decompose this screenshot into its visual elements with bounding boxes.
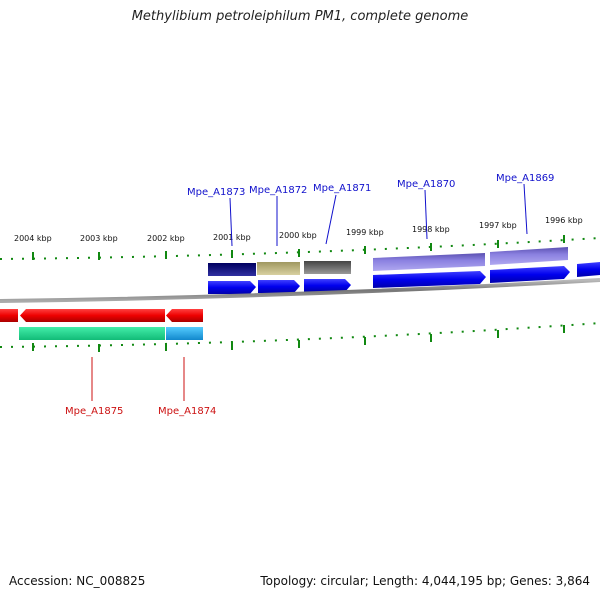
gene-label-mpe-a1873[interactable]: Mpe_A1873 <box>187 187 245 198</box>
genome-summary-text: Topology: circular; Length: 4,044,195 bp… <box>260 574 590 588</box>
tick-label-2003: 2003 kbp <box>80 234 118 243</box>
tick-label-1996: 1996 kbp <box>545 216 583 225</box>
gene-label-mpe-a1872[interactable]: Mpe_A1872 <box>249 185 307 196</box>
feature-band-olive[interactable] <box>257 262 300 275</box>
cds-arrow-forward-6[interactable] <box>577 262 600 277</box>
cds-arrow-forward-2[interactable] <box>258 280 300 293</box>
cds-arrow-forward-3[interactable] <box>304 279 351 292</box>
gene-label-mpe-a1874[interactable]: Mpe_A1874 <box>158 406 216 417</box>
cds-arrow-reverse-2[interactable] <box>166 309 203 322</box>
gene-label-mpe-a1869[interactable]: Mpe_A1869 <box>496 173 554 184</box>
cds-arrow-reverse-left-edge[interactable] <box>0 309 18 322</box>
feature-band-lavender-1[interactable] <box>373 253 485 271</box>
top-leader-lines <box>229 183 528 247</box>
bottom-leader-lines <box>91 357 185 401</box>
tick-label-2004: 2004 kbp <box>14 234 52 243</box>
feature-band-lavender-2[interactable] <box>490 247 568 265</box>
cds-arrow-forward-1[interactable] <box>208 281 256 294</box>
tick-label-2000: 2000 kbp <box>279 231 317 240</box>
genome-title: Methylibium petroleiphilum PM1, complete… <box>131 9 469 24</box>
accession-text: Accession: NC_008825 <box>9 574 146 588</box>
cds-arrow-forward-4[interactable] <box>373 271 486 288</box>
genome-backbone <box>0 278 600 303</box>
cds-arrow-forward-5[interactable] <box>490 266 570 283</box>
feature-band-navy[interactable] <box>208 263 256 276</box>
tick-label-1998: 1998 kbp <box>412 225 450 234</box>
gene-label-mpe-a1871[interactable]: Mpe_A1871 <box>313 183 371 194</box>
gene-label-mpe-a1875[interactable]: Mpe_A1875 <box>65 406 123 417</box>
tick-label-1999: 1999 kbp <box>346 228 384 237</box>
outer-major-ticks <box>32 235 565 260</box>
feature-band-cyan[interactable] <box>166 327 203 340</box>
feature-band-grey[interactable] <box>304 261 351 274</box>
cds-arrow-reverse-1[interactable] <box>20 309 165 322</box>
inner-major-ticks <box>32 325 565 352</box>
tick-label-1997: 1997 kbp <box>479 221 517 230</box>
gene-label-mpe-a1870[interactable]: Mpe_A1870 <box>397 179 455 190</box>
tick-label-2002: 2002 kbp <box>147 234 185 243</box>
feature-band-teal[interactable] <box>19 327 165 340</box>
